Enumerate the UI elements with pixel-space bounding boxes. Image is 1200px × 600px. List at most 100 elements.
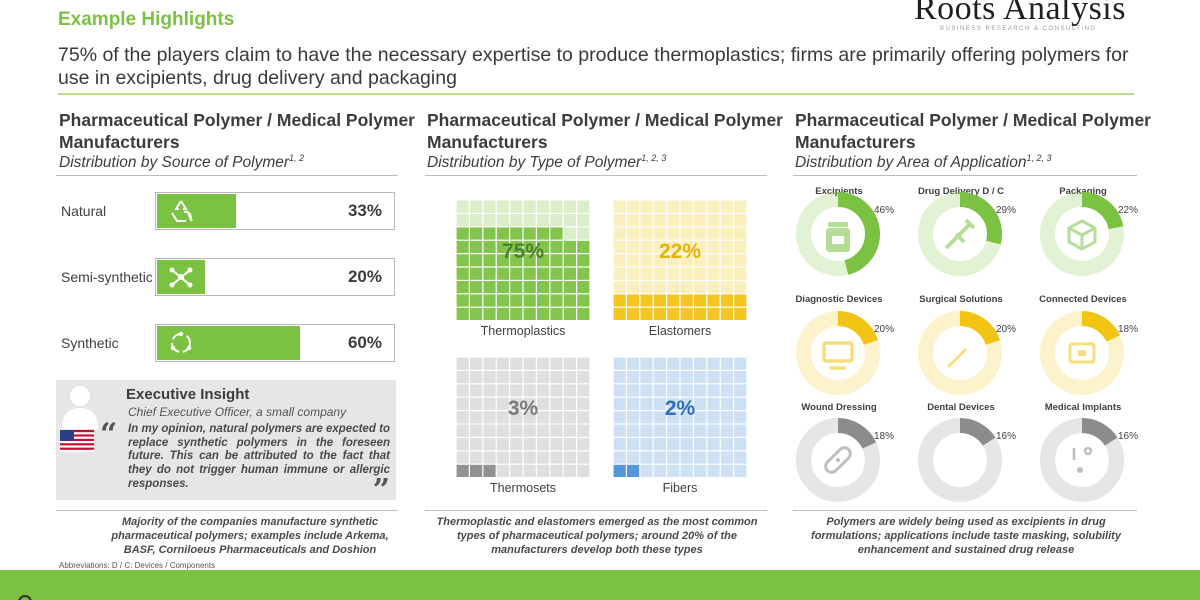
donut-value-label: 18%: [874, 431, 895, 442]
waffle-cell-empty: [627, 254, 640, 267]
waffle-cell-empty: [510, 371, 523, 384]
waffle-cell-empty: [680, 451, 693, 464]
waffle-cell-empty: [640, 267, 653, 280]
waffle-cell-filled: [483, 307, 496, 320]
waffle-cell-empty: [734, 451, 747, 464]
device-icon: [1068, 342, 1096, 364]
waffle-cell-filled: [456, 281, 469, 294]
donut-chart: [796, 192, 880, 276]
donut-value-label: 16%: [996, 431, 1017, 442]
molecule-icon: [169, 267, 193, 288]
source-panel-divider: [56, 175, 398, 176]
waffle-cell-filled: [720, 294, 733, 307]
person-icon: [62, 386, 98, 429]
waffle-cell-empty: [613, 254, 626, 267]
waffle-cell-empty: [667, 267, 680, 280]
source-category-label: Semi-synthetic: [61, 269, 153, 285]
cycle-icon: [170, 331, 192, 353]
waffle-cell-empty: [720, 240, 733, 253]
waffle-cell-filled: [470, 281, 483, 294]
waffle-cell-empty: [734, 384, 747, 397]
waffle-cell-empty: [640, 424, 653, 437]
waffle-cell-empty: [470, 397, 483, 410]
waffle-cell-empty: [550, 371, 563, 384]
donut-value-label: 18%: [1118, 324, 1139, 335]
waffle-cell-filled: [483, 464, 496, 477]
waffle-cell-empty: [563, 227, 576, 240]
waffle-cell-filled: [640, 294, 653, 307]
type-note: Thermoplastic and elastomers emerged as …: [436, 516, 758, 556]
waffle-cell-filled: [456, 267, 469, 280]
waffle-cell-empty: [680, 214, 693, 227]
waffle-cell-empty: [640, 227, 653, 240]
waffle-cell-empty: [720, 451, 733, 464]
waffle-cell-empty: [523, 464, 536, 477]
donut-value-label: 29%: [996, 205, 1017, 216]
waffle-cell-filled: [470, 294, 483, 307]
waffle-cell-filled: [470, 464, 483, 477]
donut-value-label: 22%: [1118, 205, 1139, 216]
donut-value-label: 20%: [874, 324, 895, 335]
waffle-cell-empty: [680, 424, 693, 437]
waffle-cell-filled: [577, 307, 590, 320]
waffle-cell-empty: [667, 281, 680, 294]
waffle-cell-empty: [550, 384, 563, 397]
donut-category-label: Packaging: [1059, 186, 1107, 197]
waffle-cell-empty: [694, 267, 707, 280]
waffle-value-label: 22%: [658, 240, 702, 263]
waffle-cell-filled: [510, 267, 523, 280]
source-bar-fill: [157, 194, 236, 228]
donut-category-label: Wound Dressing: [801, 402, 877, 413]
waffle-cell-empty: [653, 424, 666, 437]
waffle-cell-empty: [470, 411, 483, 424]
waffle-cell-filled: [483, 240, 496, 253]
waffle-cell-filled: [667, 294, 680, 307]
source-note: Majority of the companies manufacture sy…: [111, 516, 389, 556]
waffle-cell-filled: [483, 267, 496, 280]
waffle-cell-empty: [640, 411, 653, 424]
waffle-cell-filled: [577, 281, 590, 294]
waffle-cell-empty: [734, 424, 747, 437]
donut-slice: [918, 192, 1002, 276]
waffle-cell-empty: [720, 214, 733, 227]
waffle-cell-empty: [653, 227, 666, 240]
waffle-cell-filled: [734, 307, 747, 320]
waffle-cell-empty: [707, 411, 720, 424]
waffle-cell-empty: [734, 240, 747, 253]
source-value-label: 60%: [347, 333, 382, 352]
waffle-cell-empty: [523, 384, 536, 397]
waffle-cell-empty: [707, 254, 720, 267]
waffle-cell-filled: [537, 254, 550, 267]
source-value-label: 20%: [347, 267, 382, 286]
application-panel-subtitle: Distribution by Area of Application1, 2,…: [795, 153, 1052, 172]
waffle-cell-empty: [483, 357, 496, 370]
waffle-cell-empty: [613, 267, 626, 280]
insight-quote: In my opinion, natural polymers are expe…: [128, 423, 390, 490]
waffle-cell-empty: [680, 357, 693, 370]
waffle-cell-empty: [627, 411, 640, 424]
waffle-cell-empty: [483, 200, 496, 213]
waffle-cell-empty: [707, 424, 720, 437]
waffle-cell-filled: [563, 294, 576, 307]
waffle-cell-empty: [496, 424, 509, 437]
waffle-cell-filled: [496, 294, 509, 307]
waffle-cell-filled: [456, 307, 469, 320]
waffle-cell-empty: [667, 357, 680, 370]
waffle-cell-empty: [496, 371, 509, 384]
waffle-cell-filled: [483, 254, 496, 267]
waffle-cell-empty: [720, 397, 733, 410]
waffle-cell-empty: [667, 240, 680, 253]
donut-category-label: Excipients: [815, 186, 863, 197]
donut-slice: [796, 418, 880, 502]
section-title: Example Highlights: [58, 9, 235, 30]
waffle-cell-empty: [680, 200, 693, 213]
waffle-grid: [613, 357, 747, 477]
waffle-cell-empty: [680, 438, 693, 451]
waffle-cell-empty: [523, 200, 536, 213]
waffle-cell-filled: [537, 240, 550, 253]
waffle-cell-filled: [483, 294, 496, 307]
waffle-cell-empty: [613, 424, 626, 437]
recycle-icon: [171, 200, 193, 222]
waffle-cell-filled: [550, 254, 563, 267]
waffle-cell-empty: [640, 240, 653, 253]
